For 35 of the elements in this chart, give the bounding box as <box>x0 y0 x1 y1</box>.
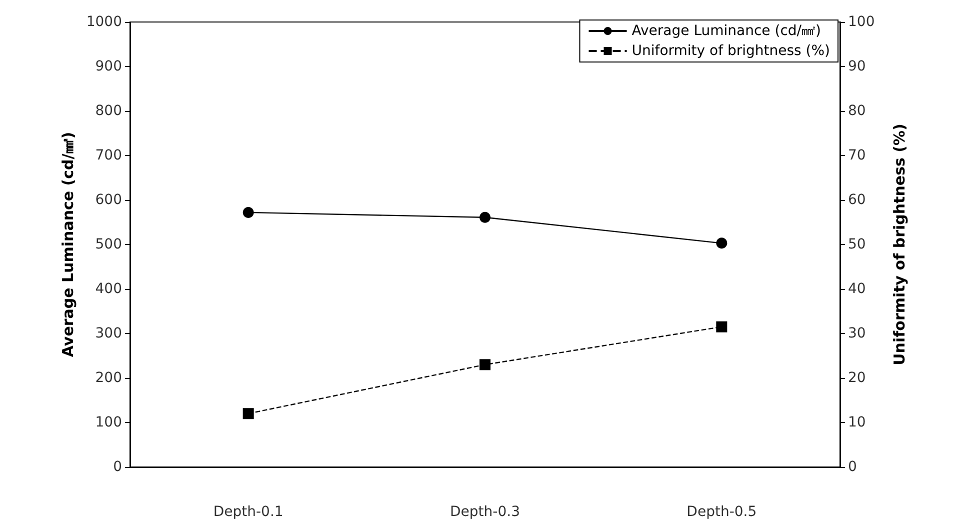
x-tick-label: Depth-0.5 <box>686 504 757 520</box>
y2-tick-label: 40 <box>848 281 866 297</box>
y-tick-label: 900 <box>95 58 122 74</box>
y-tick-label: 1000 <box>86 14 122 30</box>
x-tick-label: Depth-0.3 <box>450 504 520 520</box>
legend-label: Uniformity of brightness (%) <box>632 43 830 59</box>
point <box>480 359 490 370</box>
legend-label: Average Luminance (cd/㎟) <box>632 23 821 39</box>
y2-tick-label: 10 <box>848 414 866 430</box>
point <box>242 206 254 218</box>
x-tick-label: Depth-0.1 <box>213 504 284 520</box>
point <box>480 212 490 223</box>
y-tick-label: 200 <box>95 370 122 386</box>
y-tick-label: 500 <box>95 236 122 252</box>
y-tick-label: 800 <box>95 103 122 119</box>
point <box>716 238 728 249</box>
y-tick-label: 300 <box>95 326 122 342</box>
y-axis-title: Average Luminance (cd/㎟) <box>58 132 77 358</box>
y2-tick-label: 90 <box>848 58 866 74</box>
y-tick-label: 100 <box>95 414 122 430</box>
y2-tick-label: 30 <box>848 326 866 342</box>
y2-tick-label: 20 <box>848 370 866 386</box>
y-tick-label: 400 <box>95 281 122 297</box>
y2-tick-label: 80 <box>848 103 866 119</box>
y-tick-label: 600 <box>95 192 122 208</box>
y-tick-label: 0 <box>113 459 122 475</box>
point <box>716 321 728 332</box>
y2-tick-label: 50 <box>848 236 866 252</box>
y2-tick-label: 0 <box>848 459 857 475</box>
y2-tick-label: 100 <box>848 14 875 30</box>
y2-tick-label: 70 <box>848 148 866 164</box>
y-tick-label: 700 <box>95 148 122 164</box>
point <box>242 408 254 420</box>
y2-tick-label: 60 <box>848 192 866 208</box>
y2-axis-title: Uniformity of brightness (%) <box>890 124 908 366</box>
